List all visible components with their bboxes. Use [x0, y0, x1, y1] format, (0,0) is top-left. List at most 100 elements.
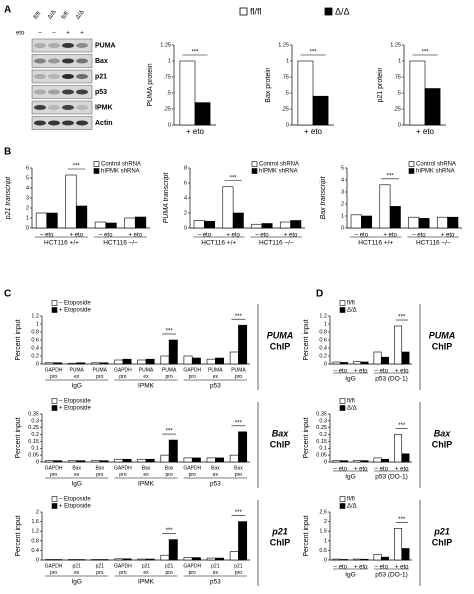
bar [279, 221, 291, 229]
y-tick-label: .75 [393, 74, 401, 80]
y-tick-label: 0 [168, 122, 171, 128]
x-tick-label: – eto [99, 233, 113, 239]
x-tick-label: ex [74, 570, 80, 576]
legend-label: – Etoposide [59, 301, 91, 307]
y-tick-label: .75 [163, 74, 171, 80]
legend-label: – Etoposide [59, 497, 91, 503]
y-tick-label: 6 [26, 165, 29, 171]
legend-swatch [51, 300, 58, 306]
y-tick-label: 2 [36, 509, 39, 515]
eto-sign: – [38, 31, 42, 37]
group-label: IPMK [138, 579, 155, 586]
significance: *** [235, 314, 243, 320]
x-tick-label: pro [119, 472, 126, 478]
blot-band [48, 74, 60, 79]
bar [191, 557, 201, 561]
band-label: Actin [95, 120, 113, 127]
y-axis-label: Percent input [303, 319, 310, 360]
bar [65, 174, 77, 229]
band-label: p21 [95, 73, 107, 80]
x-tick-label: pro [50, 472, 57, 478]
bar [44, 460, 54, 463]
side-label: ChIP [270, 537, 291, 547]
y-tick-label: 1.2 [319, 313, 327, 319]
y-tick-label: 0.25 [316, 425, 327, 431]
y-tick-label: 0.6 [31, 337, 39, 343]
blot-band [76, 43, 88, 48]
bar [350, 214, 362, 229]
bar [297, 60, 314, 126]
y-axis-label: Percent input [15, 319, 22, 360]
x-tick-label: ex [213, 374, 219, 380]
group-label: p53 [210, 383, 221, 390]
legend-label: fl/fl [250, 6, 262, 16]
bar [418, 218, 430, 229]
significance: *** [166, 329, 174, 335]
x-tick-label: – eto [334, 565, 348, 571]
legend-swatch [339, 503, 346, 509]
y-axis-label: Percent input [15, 417, 22, 458]
bar [401, 351, 410, 365]
significance: *** [230, 175, 238, 181]
legend-swatch [51, 503, 58, 509]
blot-band [62, 43, 74, 48]
legend-swatch [51, 307, 58, 313]
bar [183, 457, 193, 463]
x-tick-label: pro [119, 374, 126, 380]
eto-label: eto [16, 31, 25, 37]
side-label: ChIP [270, 439, 291, 449]
group-label: IgG [71, 579, 81, 586]
band-label: PUMA [95, 42, 116, 49]
bar [53, 460, 63, 463]
bar [232, 212, 244, 229]
blot-band [48, 89, 60, 95]
bar [183, 355, 193, 365]
y-tick-label: 2 [26, 205, 29, 211]
x-tick-label: pro [165, 472, 172, 478]
y-tick-label: 0 [324, 361, 327, 367]
y-tick-label: 0.35 [316, 411, 327, 417]
legend-swatch [408, 161, 415, 167]
bar [215, 357, 224, 365]
bar [353, 460, 362, 463]
y-tick-label: 0.3 [31, 418, 39, 424]
band-label: IPMK [95, 104, 113, 111]
legend-label: hIPMK shRNA [259, 169, 298, 175]
blot-band [76, 74, 88, 79]
bar [183, 557, 193, 561]
group-label: IgG [345, 474, 355, 481]
y-tick-label: 1 [398, 58, 401, 64]
bar [145, 558, 155, 561]
significance: *** [398, 315, 406, 321]
y-tick-label: .75 [281, 74, 289, 80]
x-tick-label: + eto [226, 233, 240, 239]
y-tick-label: 1.25 [390, 42, 401, 48]
bar [68, 460, 77, 463]
y-tick-label: 0.5 [319, 548, 327, 554]
significance: *** [235, 420, 243, 426]
significance: *** [387, 173, 395, 179]
y-tick-label: 2 [184, 210, 187, 216]
bar [137, 558, 147, 561]
group-label: p53 [210, 481, 221, 488]
x-tick-label: + eto [354, 369, 368, 375]
legend-label: Δ/Δ [347, 406, 357, 412]
blot-band [48, 43, 60, 48]
bar [160, 454, 170, 463]
bar [394, 325, 403, 365]
y-tick-label: 2.5 [319, 509, 327, 515]
legend-label: Δ/Δ [347, 504, 357, 510]
significance: *** [398, 423, 406, 429]
y-tick-label: 3 [341, 189, 344, 195]
y-axis-label: Bax transcript [320, 176, 327, 220]
y-tick-label: 6 [184, 180, 187, 186]
group-label: p53 (DO-1) [375, 474, 408, 481]
y-tick-label: 0 [36, 361, 39, 367]
side-label: Bax [272, 428, 290, 438]
x-tick-label: pro [119, 570, 126, 576]
legend-label: hIPMK shRNA [101, 169, 140, 175]
lane-label: Δ/Δ [47, 9, 57, 20]
lane-label: fl/fl [33, 11, 42, 21]
bar [229, 551, 239, 561]
bar [206, 358, 216, 365]
